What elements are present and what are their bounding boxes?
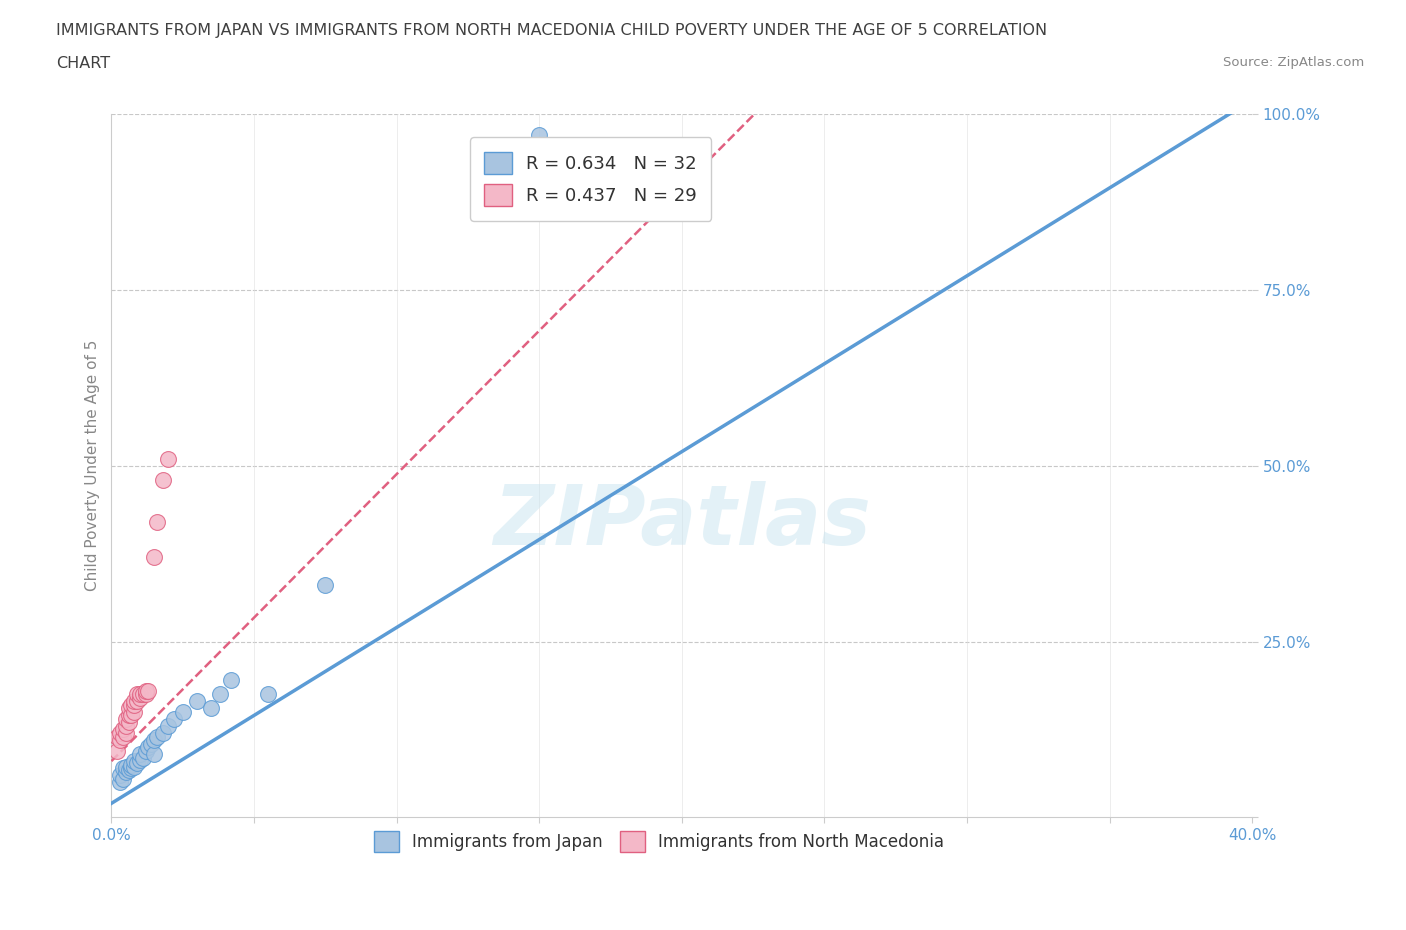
Point	[529, 127, 551, 142]
Point	[122, 759, 145, 774]
Point	[129, 687, 152, 702]
Point	[146, 729, 169, 744]
Point	[122, 753, 145, 768]
Point	[135, 684, 157, 698]
Point	[129, 747, 152, 762]
Text: Source: ZipAtlas.com: Source: ZipAtlas.com	[1223, 56, 1364, 69]
Point	[138, 739, 160, 754]
Point	[108, 775, 131, 790]
Point	[111, 729, 134, 744]
Point	[114, 725, 136, 740]
Point	[114, 711, 136, 726]
Point	[125, 694, 148, 709]
Point	[120, 757, 142, 772]
Point	[152, 725, 174, 740]
Point	[163, 711, 186, 726]
Point	[105, 729, 128, 744]
Point	[200, 701, 222, 716]
Point	[129, 752, 152, 767]
Point	[117, 701, 139, 716]
Point	[143, 733, 166, 748]
Point	[117, 762, 139, 777]
Point	[122, 698, 145, 712]
Text: ZIPatlas: ZIPatlas	[494, 482, 870, 563]
Point	[125, 687, 148, 702]
Point	[114, 759, 136, 774]
Point	[122, 704, 145, 719]
Point	[111, 771, 134, 786]
Point	[120, 761, 142, 776]
Point	[108, 768, 131, 783]
Point	[157, 451, 180, 466]
Point	[114, 719, 136, 734]
Point	[186, 694, 208, 709]
Point	[141, 737, 163, 751]
Text: CHART: CHART	[56, 56, 110, 71]
Text: IMMIGRANTS FROM JAPAN VS IMMIGRANTS FROM NORTH MACEDONIA CHILD POVERTY UNDER THE: IMMIGRANTS FROM JAPAN VS IMMIGRANTS FROM…	[56, 23, 1047, 38]
Point	[257, 687, 280, 702]
Point	[132, 687, 155, 702]
Point	[120, 708, 142, 723]
Point	[129, 690, 152, 705]
Point	[117, 715, 139, 730]
Point	[146, 514, 169, 529]
Point	[138, 684, 160, 698]
Point	[105, 743, 128, 758]
Point	[120, 698, 142, 712]
Point	[122, 694, 145, 709]
Point	[172, 704, 194, 719]
Point	[125, 755, 148, 770]
Point	[111, 722, 134, 737]
Point	[108, 725, 131, 740]
Point	[143, 747, 166, 762]
Point	[314, 578, 336, 592]
Y-axis label: Child Poverty Under the Age of 5: Child Poverty Under the Age of 5	[86, 340, 100, 591]
Point	[219, 672, 242, 687]
Point	[114, 764, 136, 779]
Point	[135, 687, 157, 702]
Legend: Immigrants from Japan, Immigrants from North Macedonia: Immigrants from Japan, Immigrants from N…	[367, 825, 950, 858]
Point	[152, 472, 174, 487]
Point	[135, 743, 157, 758]
Point	[208, 687, 231, 702]
Point	[143, 550, 166, 565]
Point	[157, 719, 180, 734]
Point	[108, 733, 131, 748]
Point	[117, 708, 139, 723]
Point	[111, 761, 134, 776]
Point	[132, 751, 155, 765]
